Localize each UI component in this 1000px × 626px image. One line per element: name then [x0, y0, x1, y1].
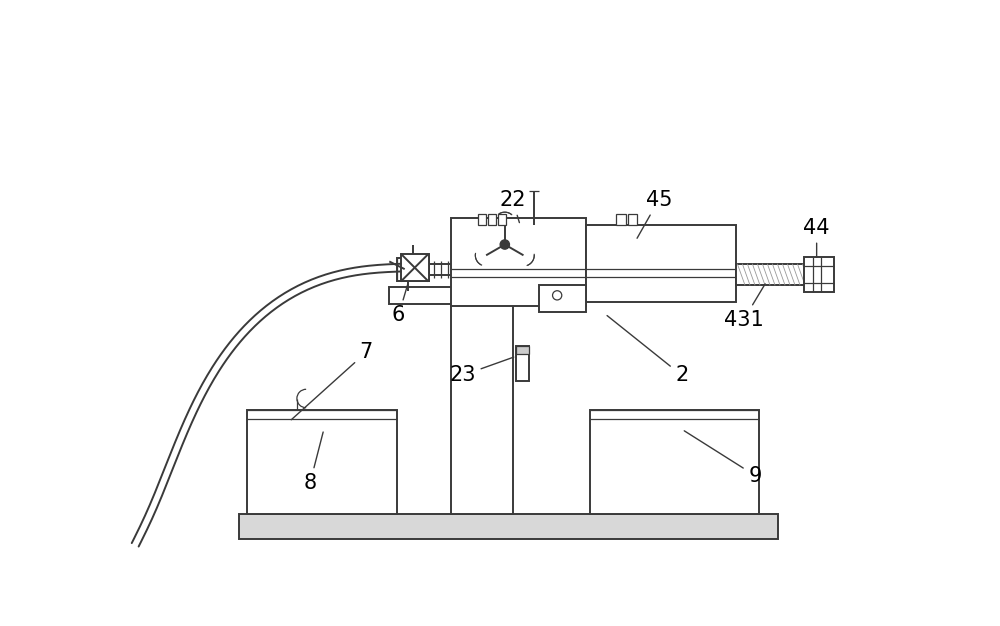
Bar [451, 290, 512, 514]
Bar [478, 215, 486, 225]
Bar [451, 218, 586, 306]
Bar [804, 257, 834, 292]
Bar [389, 287, 574, 304]
Text: 8: 8 [303, 432, 323, 493]
Text: 22: 22 [499, 190, 526, 223]
Text: 7: 7 [291, 342, 373, 420]
Text: 431: 431 [724, 284, 765, 330]
Text: 9: 9 [684, 431, 762, 486]
Bar [247, 410, 397, 514]
Bar [516, 346, 529, 354]
Bar [498, 215, 506, 225]
Bar [539, 285, 586, 312]
Bar [516, 346, 529, 381]
Text: 6: 6 [392, 284, 408, 326]
Bar [401, 254, 429, 282]
Bar [239, 514, 778, 538]
Text: 45: 45 [637, 190, 672, 239]
Bar [590, 410, 759, 514]
Bar [628, 215, 637, 225]
Bar [488, 215, 496, 225]
Bar [586, 225, 736, 302]
Bar [616, 215, 626, 225]
Circle shape [500, 240, 509, 249]
Bar [736, 264, 809, 285]
Text: 2: 2 [607, 316, 689, 386]
Text: 23: 23 [449, 357, 514, 386]
Bar [397, 258, 429, 280]
Text: 44: 44 [803, 218, 830, 257]
